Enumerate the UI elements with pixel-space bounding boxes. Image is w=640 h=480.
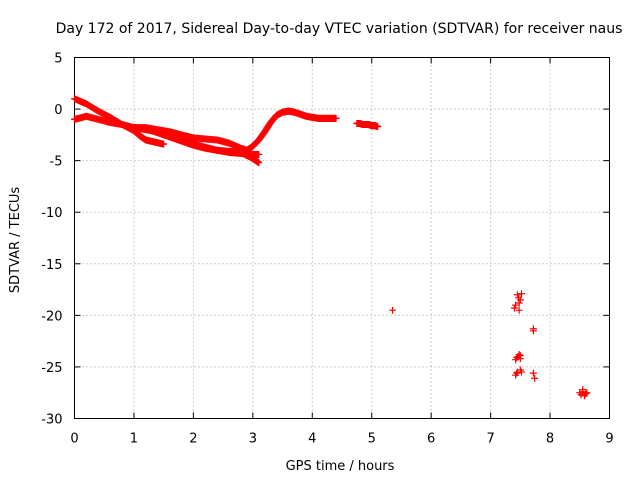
data-point bbox=[255, 159, 263, 167]
data-point bbox=[529, 327, 537, 335]
x-tick-label: 8 bbox=[546, 432, 554, 447]
data-point bbox=[529, 369, 537, 377]
data-point bbox=[516, 296, 524, 304]
x-tick-label: 1 bbox=[130, 432, 138, 447]
x-tick-label: 3 bbox=[249, 432, 257, 447]
x-tick-label: 5 bbox=[368, 432, 376, 447]
x-tick-label: 4 bbox=[308, 432, 316, 447]
x-tick-label: 7 bbox=[486, 432, 494, 447]
data-point bbox=[515, 306, 523, 314]
grid bbox=[74, 57, 610, 419]
y-tick-label: -30 bbox=[41, 413, 62, 428]
x-tick-label: 9 bbox=[605, 432, 613, 447]
x-tick-label: 2 bbox=[189, 432, 197, 447]
chart-title: Day 172 of 2017, Sidereal Day-to-day VTE… bbox=[56, 21, 623, 37]
data-point bbox=[518, 368, 526, 376]
data-point bbox=[510, 304, 518, 312]
data-point bbox=[374, 123, 382, 131]
y-tick-label: 5 bbox=[54, 52, 62, 67]
data-point bbox=[389, 306, 397, 314]
data-point bbox=[512, 301, 520, 309]
data-point bbox=[531, 374, 539, 382]
data-points bbox=[71, 95, 591, 400]
data-point bbox=[513, 291, 521, 299]
data-point bbox=[518, 290, 526, 298]
data-point bbox=[513, 369, 521, 377]
data-point bbox=[583, 389, 591, 397]
y-tick-label: -25 bbox=[41, 361, 62, 376]
series-scattered bbox=[389, 290, 591, 400]
y-tick-label: -15 bbox=[41, 258, 62, 273]
data-point bbox=[515, 351, 523, 359]
plot-frame bbox=[74, 57, 610, 419]
y-tick-label: -5 bbox=[50, 155, 63, 170]
series-track-d bbox=[130, 107, 340, 154]
y-tick-label: -20 bbox=[41, 309, 62, 324]
y-tick-label: 0 bbox=[54, 103, 62, 118]
axis-ticks: 0 1 2 3 4 5 6 7 8 9 5 0 -5 -10 -15 -20 -25 -30 bbox=[41, 52, 613, 447]
x-tick-label: 6 bbox=[427, 432, 435, 447]
x-tick-label: 0 bbox=[70, 432, 78, 447]
y-tick-label: -10 bbox=[41, 206, 62, 221]
y-axis-label: SDTVAR / TECUs bbox=[8, 187, 23, 294]
series-segment-5h bbox=[353, 120, 382, 131]
data-point bbox=[516, 352, 524, 360]
data-point bbox=[515, 299, 523, 307]
data-point bbox=[160, 140, 168, 148]
data-point bbox=[582, 390, 590, 398]
x-axis-label: GPS time / hours bbox=[286, 459, 395, 474]
data-point bbox=[255, 150, 263, 158]
data-point bbox=[332, 114, 340, 122]
data-point bbox=[579, 386, 587, 394]
